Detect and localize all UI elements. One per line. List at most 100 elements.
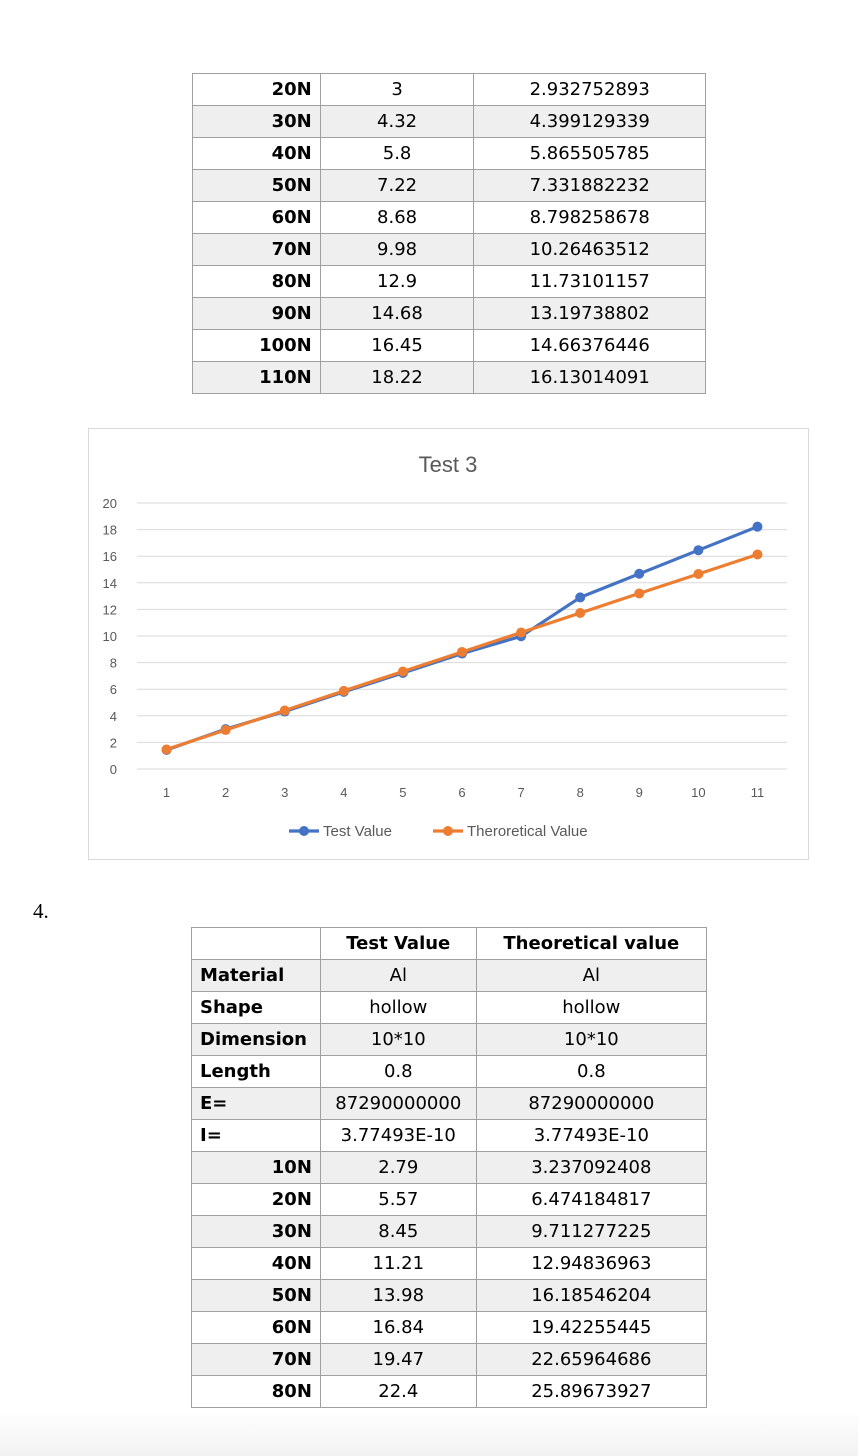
table-row: 60N 16.84 19.42255445	[191, 1311, 708, 1344]
load-label: 80N	[191, 1375, 321, 1408]
table-row: Dimension 10*10 10*10	[191, 1023, 708, 1056]
y-tick-label: 14	[103, 576, 117, 591]
test-value-cell: 4.32	[319, 105, 475, 138]
test-value-cell: 87290000000	[319, 1087, 477, 1120]
load-label: 30N	[191, 1215, 321, 1248]
table-row: 40N 5.8 5.865505785	[192, 137, 706, 170]
page-bottom-shadow	[0, 1410, 858, 1456]
data-point	[575, 607, 586, 618]
chart-legend: Test Value Theroretical Value	[289, 823, 588, 840]
table-row: 20N 3 2.932752893	[192, 73, 706, 106]
table-row: 30N 4.32 4.399129339	[192, 105, 706, 138]
data-point	[338, 685, 349, 696]
test-value-cell: 19.47	[319, 1343, 477, 1376]
table-row: 80N 22.4 25.89673927	[191, 1375, 708, 1408]
x-tick-label: 1	[163, 785, 170, 800]
table-row: Material Al Al	[191, 959, 708, 992]
table-row: 110N 18.22 16.13014091	[192, 361, 706, 394]
property-label: E=	[191, 1087, 321, 1120]
series-lines	[161, 521, 763, 755]
series-line	[165, 525, 759, 752]
data-point	[220, 725, 231, 736]
section-number: 4.	[33, 899, 49, 923]
theoretical-value-cell: 9.711277225	[475, 1215, 708, 1248]
y-tick-label: 18	[103, 523, 117, 538]
chart-title: Test 3	[419, 452, 478, 477]
legend-label: Theroretical Value	[467, 823, 588, 840]
table-row: Length 0.8 0.8	[191, 1055, 708, 1088]
test-value-cell: 3	[319, 73, 475, 106]
theoretical-value-cell: 8.798258678	[473, 201, 706, 234]
test-value-cell: 14.68	[319, 297, 475, 330]
data-point	[693, 569, 704, 580]
table-row: E= 87290000000 87290000000	[191, 1087, 708, 1120]
test-value-cell: 8.45	[319, 1215, 477, 1248]
y-tick-label: 2	[110, 735, 117, 750]
data-point	[457, 646, 467, 657]
load-label: 40N	[192, 137, 321, 170]
theoretical-value-cell: 12.94836963	[475, 1247, 708, 1280]
theoretical-value-cell: 10.26463512	[473, 233, 706, 266]
data-point	[693, 545, 704, 556]
data-point	[397, 666, 408, 677]
theoretical-value-cell: 14.66376446	[473, 329, 706, 362]
x-tick-label: 10	[691, 785, 705, 800]
x-tick-label: 3	[281, 785, 288, 800]
data-point	[752, 549, 763, 560]
load-label: 20N	[191, 1183, 321, 1216]
y-tick-label: 20	[103, 496, 117, 511]
data-point	[161, 744, 172, 755]
test-value-cell: 7.22	[319, 169, 475, 202]
x-tick-label: 7	[517, 785, 524, 800]
header-theoretical-value: Theoretical value	[475, 927, 708, 960]
series-theoretical-value	[161, 549, 763, 755]
load-deflection-table: 20N 3 2.932752893 30N 4.32 4.399129339 4…	[192, 73, 706, 394]
load-label: 50N	[191, 1279, 321, 1312]
gridlines	[137, 502, 787, 770]
y-tick-label: 10	[103, 629, 117, 644]
header-test-value: Test Value	[319, 927, 477, 960]
table-row: 40N 11.21 12.94836963	[191, 1247, 708, 1280]
theoretical-value-cell: hollow	[475, 991, 708, 1024]
x-tick-label: 5	[399, 785, 406, 800]
load-label: 70N	[192, 233, 321, 266]
theoretical-value-cell: 13.19738802	[473, 297, 706, 330]
property-label: Shape	[191, 991, 321, 1024]
test-value-cell: 3.77493E-10	[319, 1119, 477, 1152]
theoretical-value-cell: 16.18546204	[475, 1279, 708, 1312]
test-value-cell: 12.9	[319, 265, 475, 298]
x-tick-label: 4	[340, 785, 347, 800]
data-point	[634, 588, 645, 599]
test-value-cell: 13.98	[319, 1279, 477, 1312]
x-tick-label: 6	[458, 785, 465, 800]
load-label: 20N	[192, 73, 321, 106]
property-label: Material	[191, 959, 321, 992]
data-point	[752, 521, 763, 532]
legend-swatch-marker	[299, 826, 309, 836]
theoretical-value-cell: 10*10	[475, 1023, 708, 1056]
y-tick-label: 6	[110, 682, 117, 697]
load-label: 50N	[192, 169, 321, 202]
table-row: 50N 13.98 16.18546204	[191, 1279, 708, 1312]
legend-item: Test Value	[289, 823, 392, 840]
y-tick-label: 8	[110, 656, 117, 671]
table-header-row: Test Value Theoretical value	[191, 927, 708, 960]
load-label: 40N	[191, 1247, 321, 1280]
table-row: 60N 8.68 8.798258678	[192, 201, 706, 234]
y-axis-tick-labels: 0 2 4 6 8 10 12 14 16 18 20	[103, 496, 117, 777]
table-row: Shape hollow hollow	[191, 991, 708, 1024]
y-tick-label: 12	[103, 602, 117, 617]
table-row: 30N 8.45 9.711277225	[191, 1215, 708, 1248]
test-value-cell: 22.4	[319, 1375, 477, 1408]
test-value-cell: Al	[319, 959, 477, 992]
x-tick-label: 8	[577, 785, 584, 800]
table-row: I= 3.77493E-10 3.77493E-10	[191, 1119, 708, 1152]
test-value-cell: 10*10	[319, 1023, 477, 1056]
theoretical-value-cell: 87290000000	[475, 1087, 708, 1120]
data-point	[279, 705, 290, 716]
x-tick-label: 11	[751, 785, 765, 800]
test-value-cell: 11.21	[319, 1247, 477, 1280]
data-point	[634, 568, 645, 579]
load-label: 100N	[192, 329, 321, 362]
